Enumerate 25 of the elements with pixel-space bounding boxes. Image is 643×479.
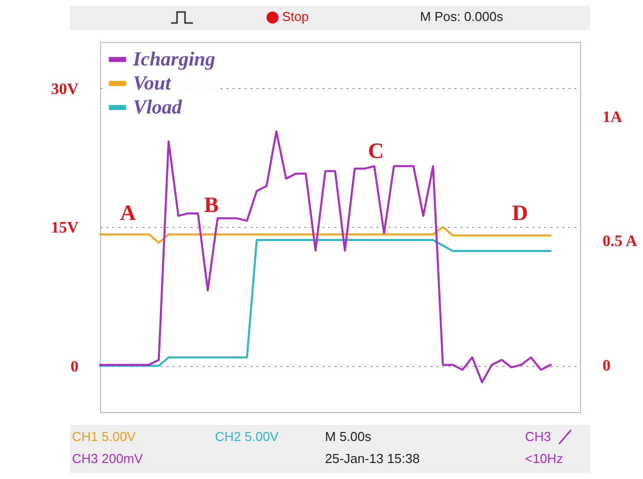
text: M 5.00s	[325, 429, 372, 444]
annotation: D	[512, 200, 528, 226]
y-tick-label: 30V	[50, 80, 79, 98]
text: M Pos: 0.000s	[420, 9, 504, 24]
y2-tick-label: 0.5 A	[602, 233, 638, 250]
annotation: C	[368, 138, 384, 164]
y2-tick-label: 1A	[602, 108, 622, 126]
text: CH1 5.00V	[72, 429, 136, 444]
y-tick-label: 15V	[50, 220, 79, 236]
text: <10Hz	[525, 451, 563, 466]
text: CH3 200mV	[72, 451, 143, 466]
text: CH2 5.00V	[215, 429, 279, 444]
y-tick-label: 0	[70, 358, 78, 376]
annotation: B	[204, 192, 219, 218]
line-series	[99, 238, 552, 367]
y2-tick-label: 0	[602, 357, 610, 374]
legend-label: Vout	[133, 72, 172, 94]
line-series	[99, 226, 552, 244]
annotation: A	[120, 200, 136, 226]
line-series	[99, 130, 552, 384]
text: 25-Jan-13 15:38	[325, 451, 420, 466]
text: CH3	[525, 429, 552, 444]
text: Stop	[282, 9, 309, 24]
legend-label: Icharging	[132, 48, 216, 70]
legend-label: Vload	[133, 96, 183, 118]
